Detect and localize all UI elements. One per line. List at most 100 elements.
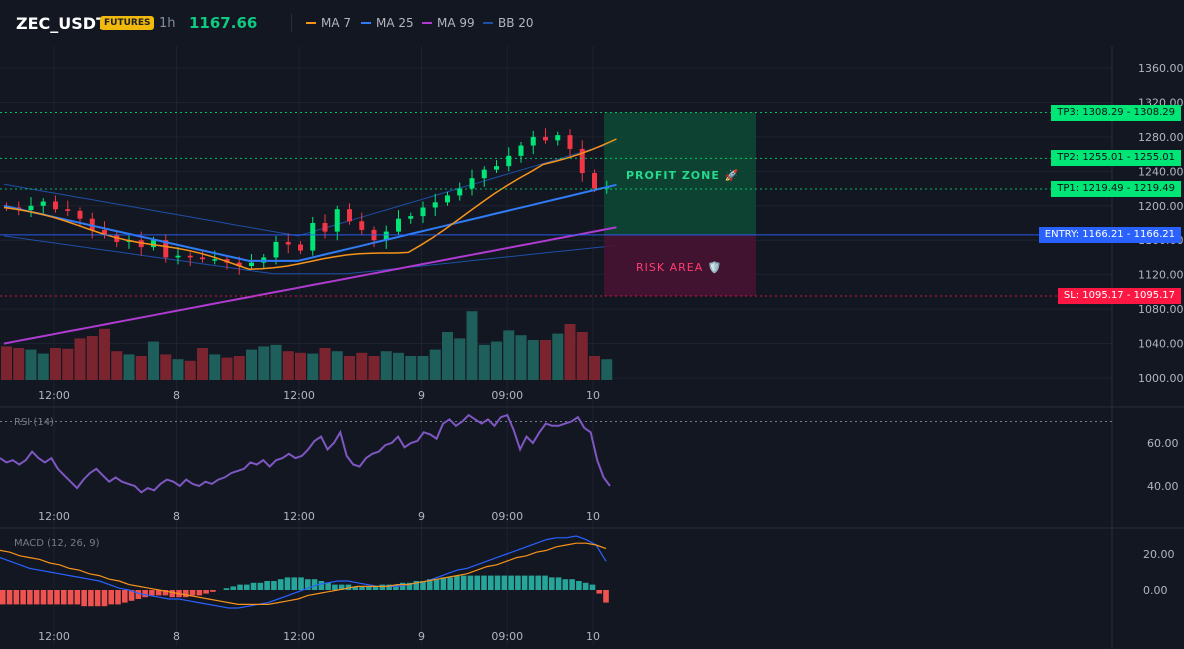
time-tick: 9 [418, 630, 425, 643]
legend-ma99[interactable]: MA 99 [422, 16, 475, 30]
macd-hist-bar [189, 590, 196, 596]
macd-hist-bar [454, 575, 460, 590]
volume-bar [540, 340, 551, 380]
volume-bar [197, 348, 208, 380]
macd-hist-bar [345, 584, 352, 590]
macd-hist-bar [535, 575, 542, 590]
time-tick: 8 [173, 389, 180, 402]
legend-ma25[interactable]: MA 25 [361, 16, 414, 30]
candle-body [494, 166, 499, 170]
candle-body [298, 244, 303, 251]
macd-hist-bar [542, 575, 548, 590]
entry-text: ENTRY: 1166.21 [1044, 228, 1124, 240]
tp1-text: TP1: 1219.49 [1057, 182, 1124, 194]
macd-hist-bar [332, 584, 338, 590]
volume-bar [527, 340, 539, 380]
sl-value: 1095.17 [1133, 290, 1175, 302]
ma25-swatch [361, 22, 371, 24]
macd-hist-bar [386, 584, 392, 590]
volume-bar [478, 344, 490, 380]
volume-bar [319, 348, 331, 380]
candle-body [236, 262, 242, 267]
time-tick: 09:00 [491, 510, 523, 523]
macd-hist-bar [74, 590, 81, 605]
candle-body [457, 188, 463, 196]
price-tick: 1080.00 [1138, 303, 1184, 316]
rsi-line [0, 413, 611, 494]
tp3-label: TP3: 1308.29 - 1308.29 [1051, 104, 1181, 121]
price-tick: 1120.00 [1138, 269, 1184, 282]
macd-hist-bar [122, 590, 128, 603]
symbol-label[interactable]: ZEC_USDT [16, 14, 107, 33]
time-tick: 10 [586, 510, 600, 523]
macd-hist-bar [169, 590, 176, 598]
volume-bar [466, 311, 478, 380]
macd-hist-bar [6, 590, 13, 605]
volume-bar [393, 352, 404, 380]
tp2-text: TP2: 1255.01 [1057, 152, 1124, 164]
volume-bar [209, 354, 221, 380]
timeframe-label[interactable]: 1h [159, 16, 176, 31]
candle-body [383, 231, 389, 241]
volume-bar [417, 356, 429, 380]
legend-bb20-label: BB 20 [498, 16, 534, 30]
time-tick: 9 [418, 389, 425, 402]
candle-body [518, 145, 524, 156]
candle-body [322, 223, 328, 232]
volume-bar [184, 360, 196, 380]
candle-body [273, 241, 279, 258]
macd-hist-bar [47, 590, 54, 605]
legend-ma7[interactable]: MA 7 [306, 16, 351, 30]
macd-hist-bar [515, 575, 521, 590]
macd-hist-bar [366, 586, 372, 590]
macd-hist-bar [210, 590, 216, 592]
header-divider [291, 14, 292, 32]
time-tick: 09:00 [491, 389, 523, 402]
ma7-swatch [306, 22, 316, 24]
macd-hist-bar [183, 590, 189, 598]
volume-bar [99, 328, 110, 380]
candle-body [40, 201, 46, 206]
candle-body [445, 195, 450, 203]
volume-bar [37, 353, 49, 380]
macd-hist-bar [115, 590, 121, 605]
price-tick: 1040.00 [1138, 338, 1184, 351]
macd-hist-bar [67, 590, 74, 605]
volume-bar [148, 341, 159, 380]
volume-bar [515, 335, 527, 380]
legend-bb20[interactable]: BB 20 [483, 16, 534, 30]
entry-label: ENTRY: 1166.21 - 1166.21 [1038, 226, 1181, 243]
macd-hist-bar [162, 590, 169, 596]
macd-hist-bar [20, 590, 26, 605]
macd-hist-bar [420, 581, 426, 590]
volume-bar [356, 352, 368, 380]
macd-hist-bar [27, 590, 33, 605]
macd-hist-bar [237, 584, 243, 590]
macd-hist-bar [0, 590, 6, 605]
risk-zone [604, 234, 756, 297]
macd-hist-bar [562, 579, 569, 590]
candle-body [212, 259, 218, 261]
rsi-tick: 40.00 [1147, 480, 1179, 493]
volume-bar [74, 338, 86, 380]
candle-body [506, 155, 512, 167]
volume-bar [503, 330, 515, 380]
legend-ma25-label: MA 25 [376, 16, 414, 30]
last-price: 1167.66 [189, 14, 258, 32]
macd-hist-bar [474, 575, 481, 590]
macd-hist-bar [576, 581, 582, 590]
macd-hist-bar [155, 590, 162, 596]
volume-bars [1, 311, 613, 380]
macd-hist-bar [230, 586, 237, 590]
legend-ma99-label: MA 99 [437, 16, 475, 30]
ma99-swatch [422, 22, 432, 24]
chart-header: ZEC_USDT FUTURES 1h 1167.66 MA 7 MA 25 M… [0, 0, 1184, 46]
candlesticks [4, 128, 610, 275]
macd-tick: 0.00 [1143, 584, 1168, 597]
time-tick: 12:00 [283, 389, 315, 402]
candle-body [567, 135, 573, 149]
macd-hist-bar [549, 577, 555, 590]
macd-hist-bar [569, 579, 575, 590]
volume-bar [295, 352, 306, 380]
